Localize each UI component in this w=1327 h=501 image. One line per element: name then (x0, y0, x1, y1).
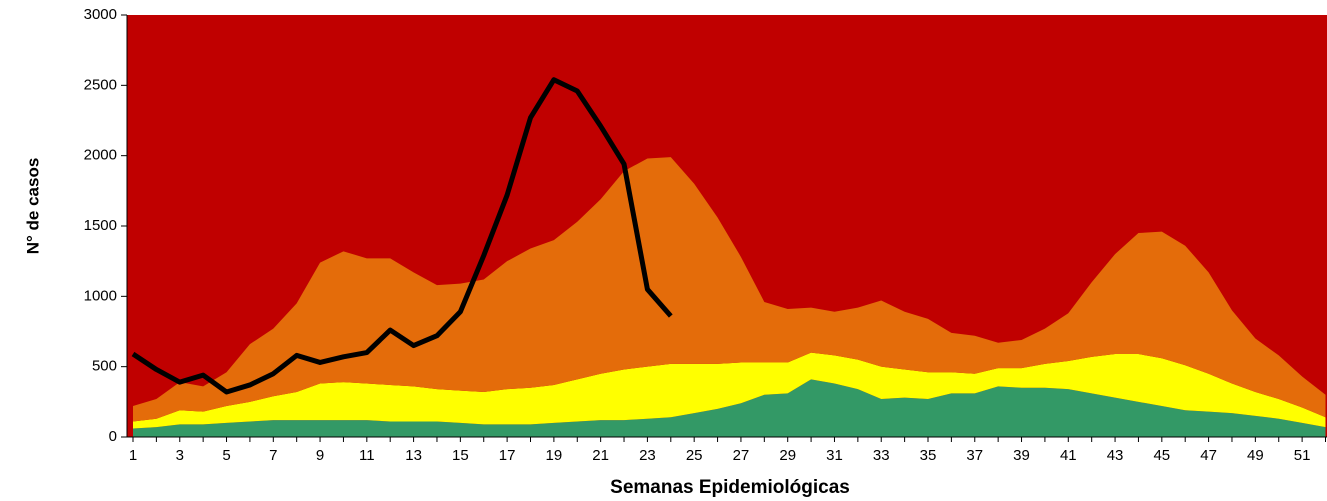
x-tick-label: 51 (1294, 447, 1311, 464)
x-tick-label: 11 (359, 447, 375, 464)
x-tick-label: 49 (1247, 447, 1264, 464)
x-tick-label: 21 (592, 447, 609, 464)
x-tick-label: 31 (826, 447, 843, 464)
y-tick-label: 500 (92, 358, 117, 375)
x-tick-label: 35 (920, 447, 937, 464)
y-tick-label: 2000 (84, 147, 117, 164)
x-tick-label: 3 (176, 447, 184, 464)
x-tick-label: 41 (1060, 447, 1077, 464)
y-tick-label: 1000 (84, 287, 117, 304)
x-tick-label: 5 (222, 447, 230, 464)
x-tick-label: 25 (686, 447, 703, 464)
area-0 (133, 379, 1326, 437)
x-tick-label: 43 (1107, 447, 1124, 464)
x-tick-label: 37 (966, 447, 983, 464)
y-tick-label: 1500 (84, 217, 117, 234)
y-axis-label: N° de casos (23, 158, 42, 255)
y-tick-label: 3000 (84, 6, 117, 23)
area-2 (133, 157, 1326, 422)
x-tick-label: 1 (129, 447, 137, 464)
x-tick-label: 23 (639, 447, 656, 464)
area-1 (133, 352, 1326, 429)
x-axis-label: Semanas Epidemiológicas (610, 477, 850, 498)
x-tick-label: 17 (499, 447, 516, 464)
y-tick-label: 0 (109, 428, 117, 445)
x-tick-label: 29 (779, 447, 796, 464)
x-tick-label: 39 (1013, 447, 1030, 464)
x-tick-label: 27 (733, 447, 750, 464)
x-tick-label: 15 (452, 447, 469, 464)
x-tick-label: 47 (1200, 447, 1217, 464)
x-tick-label: 13 (405, 447, 422, 464)
x-tick-label: 7 (269, 447, 277, 464)
x-tick-label: 45 (1153, 447, 1170, 464)
line (131, 77, 673, 395)
x-tick-label: 19 (546, 447, 563, 464)
x-tick-label: 33 (873, 447, 890, 464)
y-tick-label: 2500 (84, 76, 117, 93)
x-tick-label: 9 (316, 447, 324, 464)
